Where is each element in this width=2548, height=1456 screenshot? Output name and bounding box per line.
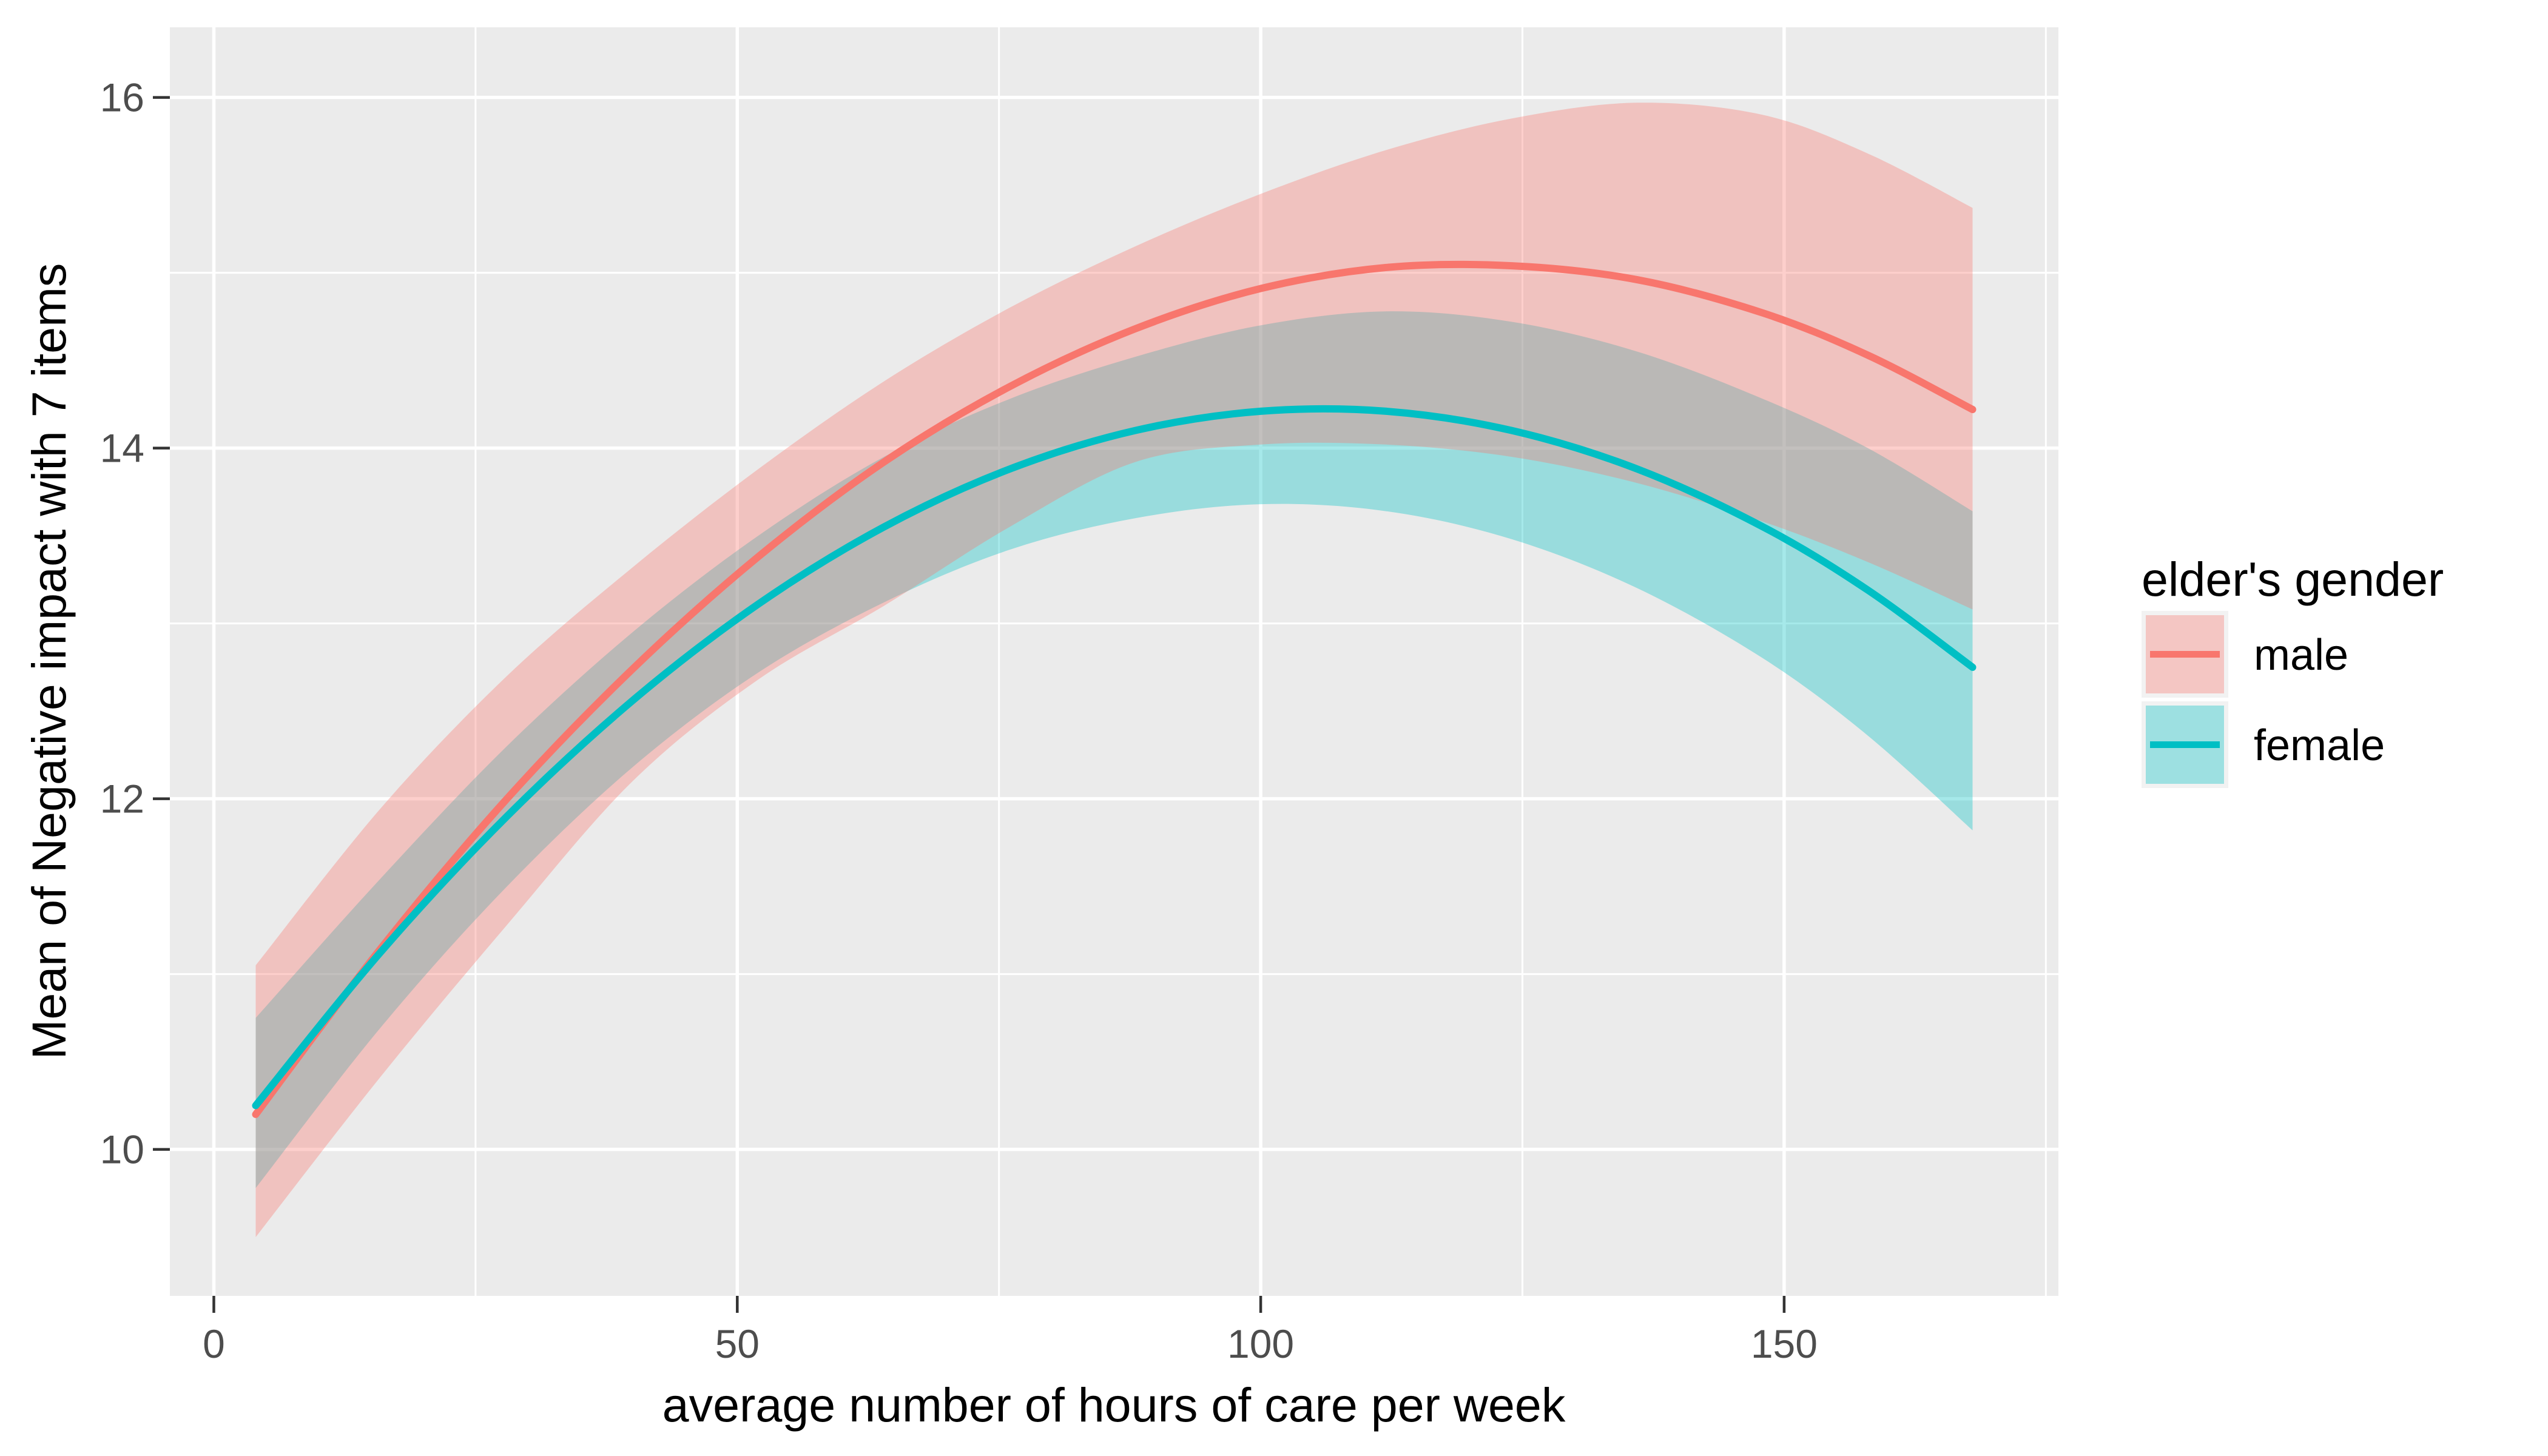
legend-keys: [2142, 611, 2228, 788]
gridlines: [170, 27, 2058, 1296]
x-tick-label: 50: [715, 1321, 760, 1366]
smooth-lines: [252, 260, 1977, 1118]
y-tick-label: 10: [100, 1127, 144, 1172]
female-confidence-ribbon: [255, 311, 1973, 1188]
axis-tick-labels: 0 50 100 150 10 12 14 16: [100, 75, 1818, 1366]
legend: elder's gender male female: [2142, 552, 2444, 788]
x-tick-label: 150: [1751, 1321, 1818, 1366]
legend-label-female: female: [2254, 721, 2385, 770]
axis-ticks: [153, 96, 1786, 1313]
x-axis-title: average number of hours of care per week: [662, 1378, 1566, 1432]
male-confidence-ribbon: [255, 103, 1973, 1238]
x-tick-label: 100: [1227, 1321, 1294, 1366]
y-axis-title: Mean of Negative impact with 7 items: [22, 263, 76, 1060]
y-tick-label: 12: [100, 777, 144, 821]
female-smooth-line: [252, 405, 1977, 1110]
confidence-ribbons: [255, 103, 1973, 1238]
y-tick-label: 16: [100, 75, 144, 120]
y-tick-label: 14: [100, 426, 144, 471]
legend-label-male: male: [2254, 631, 2348, 679]
legend-title: elder's gender: [2142, 552, 2444, 606]
x-tick-label: 0: [203, 1321, 225, 1366]
male-smooth-line: [252, 260, 1977, 1118]
plot-panel: [170, 27, 2058, 1296]
